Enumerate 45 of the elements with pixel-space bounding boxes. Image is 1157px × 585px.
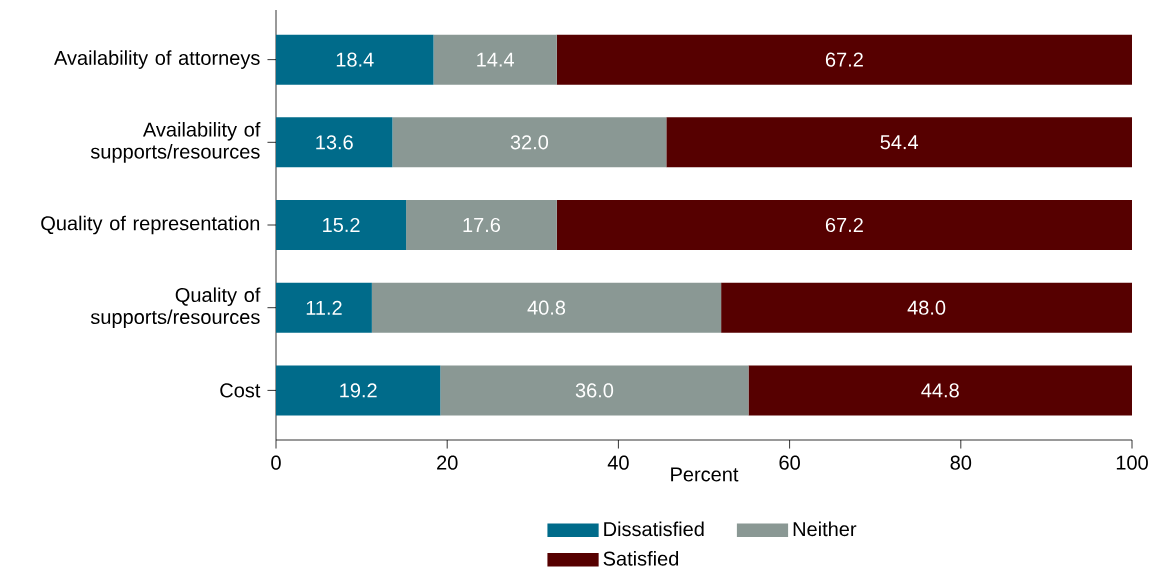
bar: [276, 34, 434, 85]
bar: [276, 117, 393, 168]
data-label: 13.6: [316, 135, 353, 150]
bar: [440, 365, 749, 416]
data-label: 19.2: [340, 383, 377, 398]
data-label: 17.6: [463, 217, 501, 233]
data-label: 67.2: [825, 217, 863, 233]
bar: [371, 282, 722, 333]
x-axis-title: Percent: [671, 467, 739, 482]
data-label: 18.4: [336, 52, 374, 67]
y-tick-label: Availability of attorneys: [54, 50, 260, 69]
y-tick-label: Quality of supports/resources: [90, 287, 261, 329]
y-tick-label: Availability of supports/resources: [90, 122, 261, 163]
data-label: 48.0: [907, 300, 946, 315]
data-label: 54.4: [880, 135, 919, 150]
bar: [666, 117, 1132, 168]
bar: [721, 282, 1132, 333]
data-label: 67.2: [825, 52, 863, 67]
bar: [748, 365, 1132, 416]
bar: [433, 34, 557, 85]
bar: [406, 200, 557, 251]
data-label: 40.8: [527, 300, 566, 315]
y-tick-label: Quality of representation: [41, 215, 260, 235]
bar: [276, 200, 407, 251]
data-label: 11.2: [306, 300, 342, 315]
data-label: 32.0: [510, 135, 549, 150]
data-label: 15.2: [323, 217, 360, 233]
legend-label: Dissatisfied: [604, 521, 704, 537]
x-tick-label: 20: [437, 455, 458, 470]
data-label: 14.4: [477, 52, 515, 67]
bar: [556, 200, 1132, 251]
y-tick-label: Cost: [220, 383, 261, 398]
data-label: 44.8: [921, 383, 959, 398]
x-tick-label: 80: [950, 455, 972, 470]
bar: [392, 117, 667, 168]
legend-label: Satisfied: [603, 551, 679, 566]
x-tick-label: 0: [271, 455, 281, 470]
data-label: 36.0: [575, 383, 614, 398]
x-tick-label: 40: [607, 455, 629, 470]
x-tick-label: 100: [1116, 455, 1148, 470]
x-tick-label: 60: [779, 455, 800, 470]
bar: [276, 365, 441, 416]
bar: [276, 282, 372, 333]
legend-label: Neither: [793, 521, 857, 537]
bar: [556, 34, 1132, 85]
